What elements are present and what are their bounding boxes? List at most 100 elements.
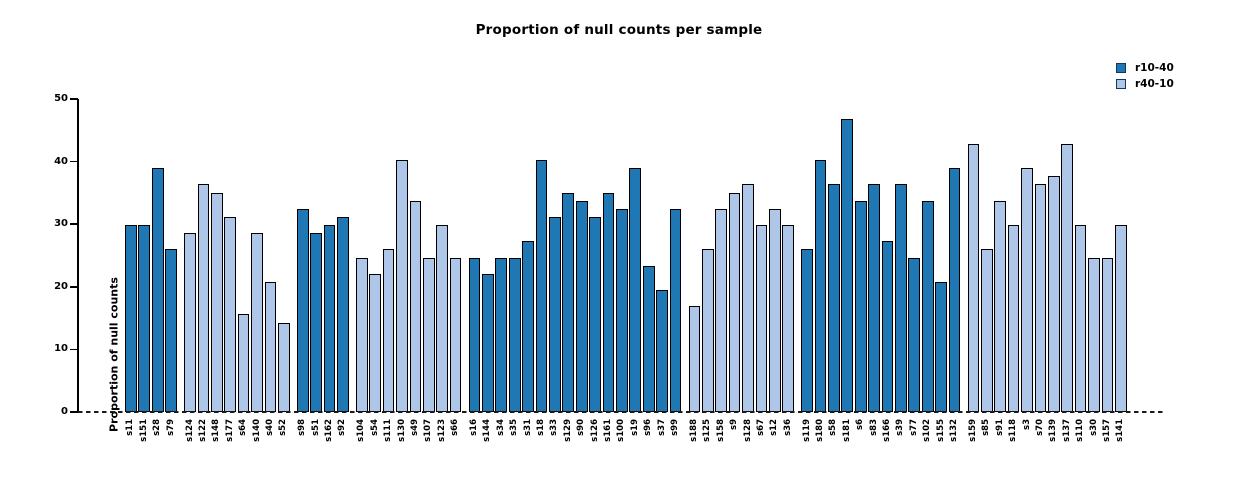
x-tick-label-s98: s98 bbox=[297, 419, 308, 436]
y-tick-label: 20 bbox=[54, 280, 68, 292]
bar-s28 bbox=[151, 168, 164, 412]
bar-s102 bbox=[921, 200, 934, 412]
x-tick-label-s19: s19 bbox=[629, 419, 640, 436]
bar-s124 bbox=[184, 233, 196, 412]
x-tick-label-s139: s139 bbox=[1048, 419, 1059, 442]
x-tick-label-s64: s64 bbox=[238, 419, 249, 436]
bar-s49 bbox=[409, 200, 422, 412]
bar-s180 bbox=[814, 159, 827, 412]
y-tick-label: 10 bbox=[54, 343, 68, 355]
x-tick-label-s31: s31 bbox=[522, 419, 533, 436]
bar-s51 bbox=[310, 233, 322, 412]
bar-s77 bbox=[908, 257, 921, 412]
x-tick-label-s85: s85 bbox=[981, 419, 992, 436]
x-tick-label-s122: s122 bbox=[197, 419, 208, 442]
x-tick-label-s151: s151 bbox=[138, 419, 149, 442]
y-tick bbox=[70, 160, 78, 163]
x-tick-label-s52: s52 bbox=[278, 419, 289, 436]
x-tick-label-s92: s92 bbox=[337, 419, 348, 436]
bar-s90 bbox=[575, 200, 588, 412]
bar-s141 bbox=[1114, 225, 1127, 412]
x-tick-label-s107: s107 bbox=[423, 419, 434, 442]
x-tick-label-s30: s30 bbox=[1088, 419, 1099, 436]
x-tick-label-s16: s16 bbox=[469, 419, 479, 436]
legend-entry-r40-10: r40-10 bbox=[1116, 78, 1174, 90]
x-tick-label-s161: s161 bbox=[603, 419, 613, 442]
y-tick-label: 40 bbox=[54, 155, 68, 167]
zero-baseline-dashed bbox=[78, 411, 1163, 413]
x-tick-label-s157: s157 bbox=[1101, 419, 1112, 442]
chart-title: Proportion of null counts per sample bbox=[475, 22, 763, 38]
y-tick bbox=[70, 286, 78, 288]
x-tick-label-s6: s6 bbox=[855, 419, 866, 430]
bar-s177 bbox=[224, 216, 237, 412]
y-tick bbox=[70, 98, 78, 100]
x-labels: s11 s151 s28 s79 s124 s122 s148 s177 s64 s140 s40 s… bbox=[0, 419, 1238, 489]
bar-s16 bbox=[468, 257, 481, 412]
bar-s129 bbox=[562, 192, 575, 412]
y-tick bbox=[70, 223, 78, 225]
bar-s31 bbox=[522, 241, 534, 412]
bar-s92 bbox=[337, 216, 349, 412]
bar-s40 bbox=[264, 281, 277, 412]
bar-s64 bbox=[237, 314, 250, 412]
bar-s11 bbox=[125, 225, 137, 412]
bar-s162 bbox=[323, 225, 336, 412]
bar-s33 bbox=[549, 216, 561, 412]
x-tick-label-s37: s37 bbox=[656, 419, 667, 436]
bar-s85 bbox=[980, 249, 993, 412]
bar-s122 bbox=[197, 184, 210, 412]
x-tick-label-s49: s49 bbox=[409, 419, 420, 436]
x-tick-label-s140: s140 bbox=[251, 419, 262, 442]
bar-s30 bbox=[1088, 257, 1100, 412]
legend-entry-r10-40: r10-40 bbox=[1116, 62, 1174, 74]
x-tick-label-s91: s91 bbox=[994, 419, 1005, 436]
x-tick-label-s125: s125 bbox=[702, 419, 713, 442]
x-tick-label-s51: s51 bbox=[310, 419, 321, 436]
x-tick-label-s119: s119 bbox=[801, 419, 812, 442]
x-tick-label-s102: s102 bbox=[922, 419, 933, 442]
x-tick-label-s9: s9 bbox=[729, 419, 740, 430]
bar-s161 bbox=[602, 192, 615, 412]
plot-area: Proportion of null counts 0 10 20 30 40 50 bbox=[54, 93, 1163, 432]
bar-s166 bbox=[881, 241, 894, 412]
bar-s140 bbox=[251, 233, 263, 412]
bar-s9 bbox=[728, 192, 741, 412]
x-tick-label-s96: s96 bbox=[643, 419, 654, 436]
bar-s144 bbox=[482, 273, 494, 412]
x-tick-label-s28: s28 bbox=[152, 419, 163, 436]
legend-swatch-r40-10 bbox=[1116, 79, 1126, 89]
bar-s123 bbox=[436, 225, 449, 412]
x-tick-label-s70: s70 bbox=[1034, 419, 1045, 436]
x-tick-label-s155: s155 bbox=[935, 419, 946, 442]
bar-s157 bbox=[1101, 257, 1114, 412]
x-tick-label-s159: s159 bbox=[967, 419, 978, 442]
x-tick-label-s180: s180 bbox=[815, 419, 825, 442]
x-tick-label-s141: s141 bbox=[1115, 419, 1126, 442]
bar-s83 bbox=[868, 184, 880, 412]
x-tick-label-s128: s128 bbox=[742, 419, 753, 442]
x-tick-label-s100: s100 bbox=[616, 419, 627, 442]
bar-s39 bbox=[895, 184, 907, 412]
x-tick-label-s188: s188 bbox=[688, 419, 699, 442]
x-tick-label-s137: s137 bbox=[1061, 419, 1072, 442]
bar-s96 bbox=[642, 265, 655, 412]
bar-s35 bbox=[508, 257, 521, 412]
legend-label: r10-40 bbox=[1135, 62, 1174, 74]
x-tick-label-s18: s18 bbox=[536, 419, 546, 436]
x-tick-label-s83: s83 bbox=[868, 419, 879, 436]
bar-s159 bbox=[967, 143, 980, 412]
y-axis-line bbox=[77, 99, 79, 413]
bar-s181 bbox=[841, 119, 854, 412]
x-tick-label-s36: s36 bbox=[782, 419, 793, 436]
x-tick-label-s110: s110 bbox=[1075, 419, 1086, 442]
bar-s104 bbox=[355, 257, 368, 412]
x-tick-label-s34: s34 bbox=[495, 419, 506, 436]
x-tick-label-s148: s148 bbox=[211, 419, 222, 442]
bar-s98 bbox=[296, 208, 309, 412]
x-tick-label-s40: s40 bbox=[264, 419, 275, 436]
bar-s70 bbox=[1034, 184, 1047, 412]
bar-s125 bbox=[701, 249, 714, 412]
x-tick-label-s66: s66 bbox=[450, 419, 461, 436]
